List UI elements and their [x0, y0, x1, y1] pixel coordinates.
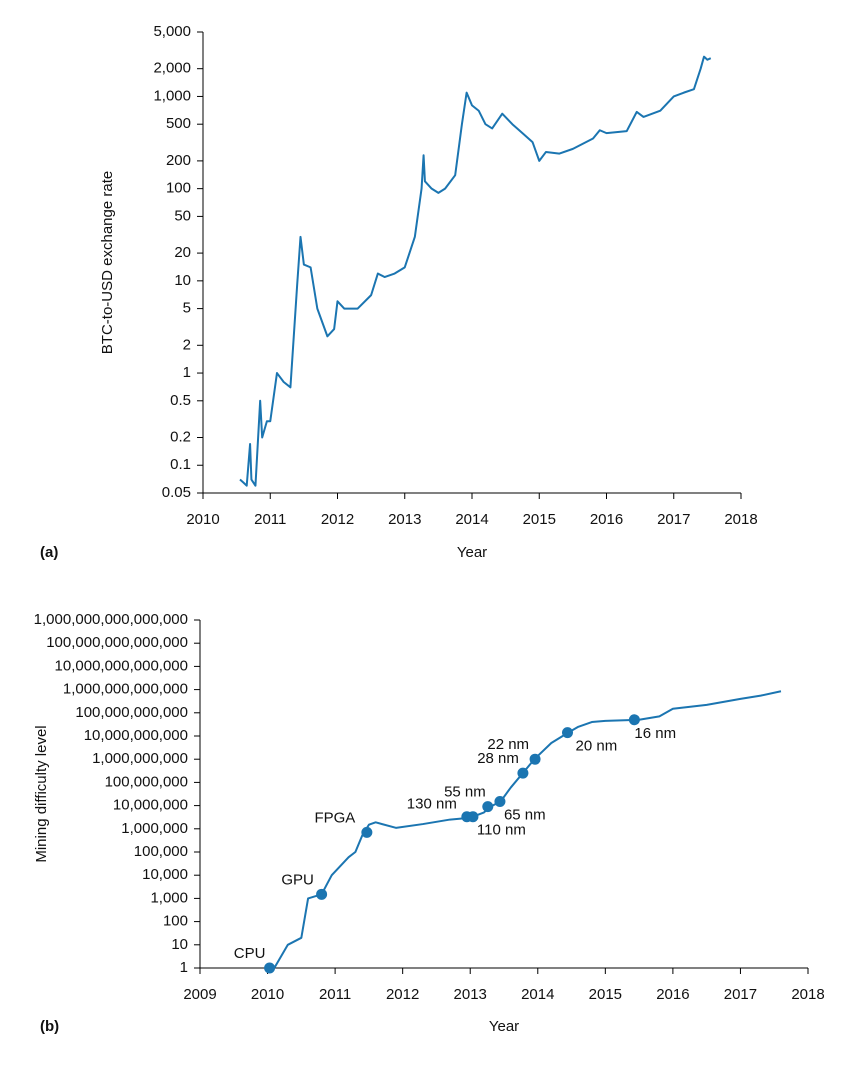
y-tick-label: 1	[180, 959, 188, 976]
x-tick-label: 2010	[186, 511, 219, 528]
x-tick-label: 2018	[724, 511, 757, 528]
milestone-label: 110 nm	[477, 822, 526, 839]
x-axis-title: Year	[489, 1018, 519, 1035]
x-tick-label: 2011	[254, 511, 286, 528]
y-tick-label: 100,000	[134, 843, 188, 860]
milestone-label: CPU	[234, 945, 266, 962]
y-tick-label: 50	[174, 207, 191, 224]
x-tick-label: 2011	[319, 986, 351, 1003]
milestone-marker	[517, 767, 529, 779]
y-tick-label: 0.1	[170, 456, 191, 473]
y-tick-label: 1	[183, 364, 191, 381]
x-tick-label: 2012	[321, 511, 354, 528]
y-tick-label: 10,000	[142, 866, 188, 883]
y-tick-label: 100,000,000	[105, 773, 188, 790]
x-tick-label: 2017	[724, 986, 757, 1003]
y-tick-label: 1,000,000,000,000	[63, 681, 188, 698]
y-tick-label: 100,000,000,000,000	[46, 634, 188, 651]
x-tick-label: 2013	[388, 511, 421, 528]
milestone-marker	[361, 826, 373, 838]
y-tick-label: 1,000	[150, 889, 188, 906]
milestone-label: 28 nm	[477, 750, 519, 767]
y-tick-label: 1,000,000,000,000,000	[34, 611, 188, 628]
y-tick-label: 10	[171, 936, 188, 953]
milestone-label: 22 nm	[487, 736, 529, 753]
data-line	[239, 55, 712, 487]
milestone-label: 16 nm	[634, 725, 676, 742]
milestone-label: FPGA	[314, 809, 355, 826]
milestone-marker	[562, 727, 574, 739]
y-axis-title: BTC-to-USD exchange rate	[99, 171, 116, 354]
milestone-marker	[482, 801, 494, 813]
x-tick-label: 2017	[657, 511, 690, 528]
y-tick-label: 100	[166, 180, 191, 197]
milestone-label: 65 nm	[504, 806, 546, 823]
y-tick-label: 500	[166, 115, 191, 132]
milestone-marker	[529, 753, 541, 765]
y-tick-label: 0.5	[170, 392, 191, 409]
milestone-label: 55 nm	[444, 784, 486, 801]
milestone-marker	[628, 714, 640, 726]
y-tick-label: 10,000,000	[113, 797, 188, 814]
x-tick-label: 2014	[455, 511, 488, 528]
y-tick-label: 10,000,000,000	[84, 727, 188, 744]
milestone-label: 20 nm	[576, 738, 618, 755]
milestone-marker	[316, 888, 328, 900]
x-tick-label: 2013	[454, 986, 487, 1003]
x-tick-label: 2010	[251, 986, 284, 1003]
milestone-marker	[467, 811, 479, 823]
y-tick-label: 0.05	[162, 484, 191, 501]
panel-label: (a)	[40, 544, 58, 561]
y-tick-label: 1,000	[153, 87, 191, 104]
x-axis-title: Year	[457, 544, 487, 561]
y-tick-label: 10	[174, 272, 191, 289]
panel-label: (b)	[40, 1018, 59, 1035]
milestone-label: 130 nm	[407, 796, 457, 813]
y-tick-label: 10,000,000,000,000	[55, 657, 188, 674]
y-tick-label: 5,000	[153, 23, 191, 40]
y-tick-label: 5	[183, 300, 191, 317]
y-tick-label: 2	[183, 336, 191, 353]
milestone-marker	[494, 796, 506, 808]
y-tick-label: 200	[166, 152, 191, 169]
milestone-marker	[264, 962, 276, 974]
milestone-label: GPU	[281, 871, 314, 888]
y-axis-title: Mining difficulty level	[33, 725, 50, 862]
y-tick-label: 100,000,000,000	[75, 704, 188, 721]
y-tick-label: 1,000,000,000	[92, 750, 188, 767]
y-tick-label: 20	[174, 244, 191, 261]
y-tick-label: 2,000	[153, 60, 191, 77]
x-tick-label: 2012	[386, 986, 419, 1003]
x-tick-label: 2015	[589, 986, 622, 1003]
x-tick-label: 2009	[183, 986, 216, 1003]
x-tick-label: 2016	[590, 511, 623, 528]
y-tick-label: 1,000,000	[121, 820, 188, 837]
x-tick-label: 2018	[791, 986, 824, 1003]
y-tick-label: 100	[163, 913, 188, 930]
x-tick-label: 2016	[656, 986, 689, 1003]
x-tick-label: 2015	[523, 511, 556, 528]
x-tick-label: 2014	[521, 986, 554, 1003]
y-tick-label: 0.2	[170, 428, 191, 445]
